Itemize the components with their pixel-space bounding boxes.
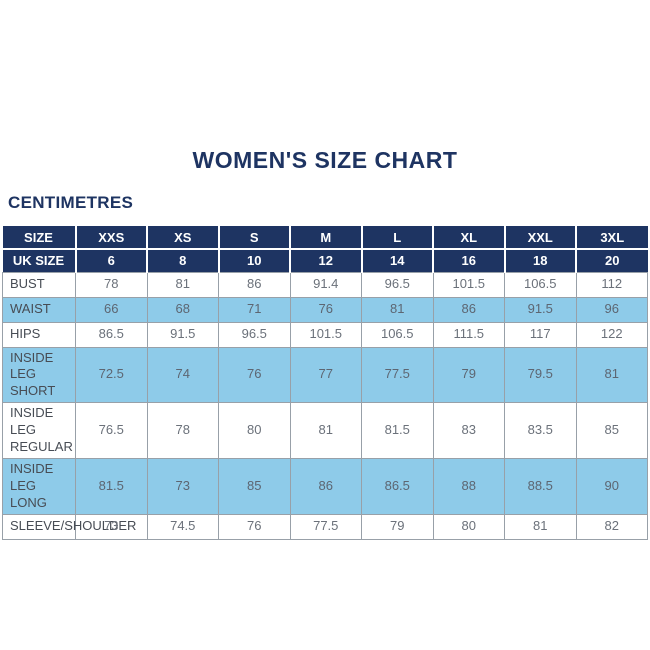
value-cell: 86.5 — [361, 457, 434, 515]
uk-size-row: UK SIZE 6 8 10 12 14 16 18 20 — [2, 249, 648, 272]
uk-size-cell: 20 — [576, 249, 648, 272]
value-cell: 72.5 — [75, 346, 148, 404]
value-cell: 106.5 — [361, 321, 434, 348]
value-cell: 91.5 — [146, 321, 219, 348]
value-cell: 66 — [75, 296, 148, 323]
value-cell: 101.5 — [289, 321, 362, 348]
table-row: INSIDE LEG REGULAR 76.5 78 80 81 81.5 83 83.5 85 — [2, 402, 648, 459]
value-cell: 111.5 — [432, 321, 505, 348]
value-cell: 88.5 — [504, 457, 577, 515]
value-cell: 76 — [218, 513, 291, 540]
value-cell: 81 — [504, 513, 577, 540]
value-cell: 78 — [75, 271, 148, 298]
value-cell: 79 — [361, 513, 434, 540]
table-row: WAIST 66 68 71 76 81 86 91.5 96 — [2, 296, 648, 323]
uk-size-label-cell: UK SIZE — [2, 249, 77, 272]
size-header-cell: L — [361, 226, 434, 250]
size-header-cell: 3XL — [576, 226, 648, 250]
value-cell: 86.5 — [75, 321, 148, 348]
value-cell: 106.5 — [504, 271, 577, 298]
row-label: INSIDE LEG SHORT — [2, 346, 76, 404]
value-cell: 80 — [432, 513, 505, 540]
value-cell: 81 — [289, 402, 362, 459]
value-cell: 85 — [218, 457, 291, 515]
value-cell: 73 — [75, 513, 148, 540]
value-cell: 85 — [575, 402, 648, 459]
value-cell: 77.5 — [289, 513, 362, 540]
value-cell: 112 — [575, 271, 648, 298]
value-cell: 96 — [575, 296, 648, 323]
value-cell: 71 — [218, 296, 291, 323]
size-header-cell: M — [290, 226, 363, 250]
page-title: WOMEN'S SIZE CHART — [192, 147, 458, 173]
value-cell: 81 — [361, 296, 434, 323]
size-header-cell: XXL — [504, 226, 577, 250]
row-label: HIPS — [2, 321, 76, 348]
table-row: INSIDE LEG SHORT 72.5 74 76 77 77.5 79 79.5 81 — [2, 346, 648, 404]
value-cell: 81.5 — [361, 402, 434, 459]
size-header-row: SIZE XXS XS S M L XL XXL 3XL — [2, 226, 648, 250]
value-cell: 81.5 — [75, 457, 148, 515]
row-label: WAIST — [2, 296, 76, 323]
value-cell: 78 — [146, 402, 219, 459]
uk-size-cell: 18 — [504, 249, 577, 272]
value-cell: 77.5 — [361, 346, 434, 404]
value-cell: 101.5 — [432, 271, 505, 298]
size-chart-table: SIZE XXS XS S M L XL XXL 3XL UK SIZE 6 8 10 12 14 16 18… — [2, 226, 648, 540]
table-row: SLEEVE/SHOULDER 73 74.5 76 77.5 79 80 81 82 — [2, 513, 648, 540]
value-cell: 74 — [146, 346, 219, 404]
value-cell: 76.5 — [75, 402, 148, 459]
value-cell: 83.5 — [504, 402, 577, 459]
size-label-cell: SIZE — [2, 226, 77, 250]
size-header-cell: XL — [433, 226, 506, 250]
uk-size-cell: 8 — [147, 249, 220, 272]
value-cell: 82 — [575, 513, 648, 540]
value-cell: 91.5 — [504, 296, 577, 323]
value-cell: 76 — [289, 296, 362, 323]
size-header-cell: XS — [147, 226, 220, 250]
value-cell: 86 — [289, 457, 362, 515]
row-label: INSIDE LEG REGULAR — [2, 402, 76, 459]
size-header-cell: XXS — [75, 226, 148, 250]
table-header: SIZE XXS XS S M L XL XXL 3XL UK SIZE 6 8 10 12 14 16 18… — [2, 226, 648, 272]
value-cell: 81 — [575, 346, 648, 404]
row-label: BUST — [2, 271, 76, 298]
value-cell: 86 — [432, 296, 505, 323]
row-label: SLEEVE/SHOULDER — [2, 513, 136, 540]
value-cell: 91.4 — [289, 271, 362, 298]
value-cell: 83 — [432, 402, 505, 459]
value-cell: 96.5 — [361, 271, 434, 298]
value-cell: 79.5 — [504, 346, 577, 404]
value-cell: 77 — [289, 346, 362, 404]
uk-size-cell: 6 — [75, 249, 148, 272]
table-row: HIPS 86.5 91.5 96.5 101.5 106.5 111.5 117 122 — [2, 321, 648, 348]
value-cell: 73 — [146, 457, 219, 515]
value-cell: 96.5 — [218, 321, 291, 348]
value-cell: 81 — [146, 271, 219, 298]
uk-size-cell: 12 — [290, 249, 363, 272]
uk-size-cell: 10 — [218, 249, 291, 272]
size-header-cell: S — [218, 226, 291, 250]
value-cell: 117 — [504, 321, 577, 348]
table-row: BUST 78 81 86 91.4 96.5 101.5 106.5 112 — [2, 271, 648, 298]
value-cell: 68 — [146, 296, 219, 323]
value-cell: 90 — [575, 457, 648, 515]
value-cell: 79 — [432, 346, 505, 404]
value-cell: 74.5 — [146, 513, 219, 540]
uk-size-cell: 14 — [361, 249, 434, 272]
row-label: INSIDE LEG LONG — [2, 457, 76, 515]
table-row: INSIDE LEG LONG 81.5 73 85 86 86.5 88 88.5 90 — [2, 457, 648, 515]
value-cell: 86 — [218, 271, 291, 298]
value-cell: 76 — [218, 346, 291, 404]
value-cell: 122 — [575, 321, 648, 348]
unit-label: CENTIMETRES — [8, 193, 134, 212]
uk-size-cell: 16 — [433, 249, 506, 272]
table-body: BUST 78 81 86 91.4 96.5 101.5 106.5 112 WAIST 66 68… — [2, 271, 648, 540]
value-cell: 88 — [432, 457, 505, 515]
value-cell: 80 — [218, 402, 291, 459]
